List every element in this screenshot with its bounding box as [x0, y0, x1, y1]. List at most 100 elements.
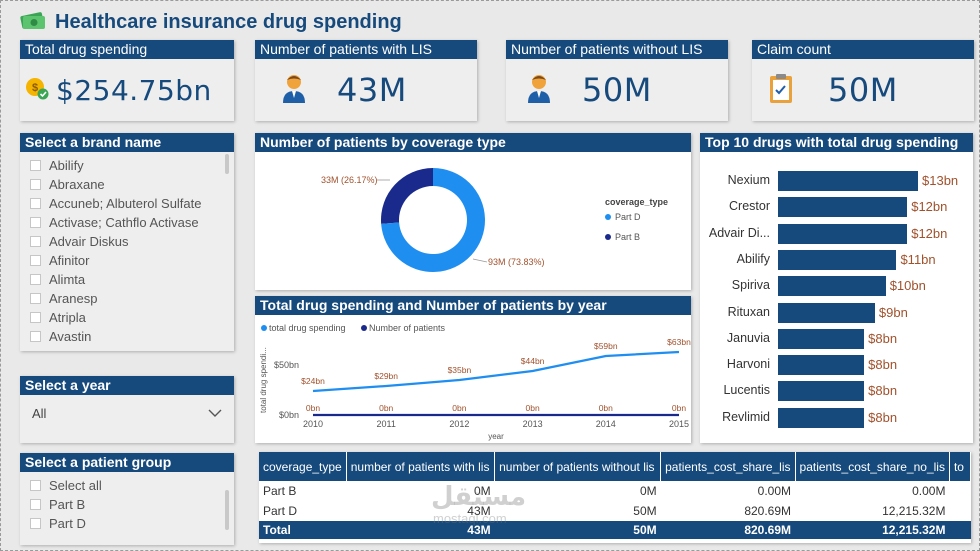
- bar-row: Crestor $12bn: [700, 197, 970, 218]
- column-header[interactable]: to: [949, 452, 971, 481]
- bar[interactable]: [778, 381, 865, 402]
- table-cell: 43M: [467, 504, 491, 518]
- slicer-title: Select a brand name: [20, 133, 234, 152]
- patient-group-option-label: Part D: [49, 516, 86, 531]
- checkbox[interactable]: [30, 312, 41, 323]
- bar[interactable]: [778, 302, 875, 323]
- data-label: 0bn: [599, 403, 613, 413]
- brand-option[interactable]: Activase; Cathflo Activase: [30, 213, 234, 232]
- donut-label-part-b: 33M (26.17%): [321, 175, 378, 185]
- patient-group-option[interactable]: Select all: [30, 476, 234, 495]
- brand-option[interactable]: Alimta: [30, 270, 234, 289]
- coverage-table: coverage_type number of patients with lis…: [259, 452, 971, 539]
- kpi-label: Claim count: [752, 40, 974, 59]
- brand-option[interactable]: Afinitor: [30, 251, 234, 270]
- bar[interactable]: [778, 249, 897, 270]
- money-icon: [19, 9, 47, 36]
- table-total-cell: 50M: [494, 521, 661, 539]
- brand-option[interactable]: Avastin: [30, 327, 234, 342]
- bar[interactable]: [778, 197, 908, 218]
- bar[interactable]: [778, 171, 918, 191]
- bar-category-label: Harvoni: [726, 357, 770, 372]
- checkbox[interactable]: [30, 179, 41, 190]
- data-label: $35bn: [448, 365, 472, 375]
- checkbox[interactable]: [30, 217, 41, 228]
- legend-item-part-d[interactable]: Part D: [605, 210, 668, 223]
- data-label: 0bn: [672, 403, 686, 413]
- column-header[interactable]: number of patients with lis: [346, 452, 496, 481]
- scrollbar[interactable]: [225, 490, 229, 530]
- year-slicer: Select a year All: [20, 376, 234, 443]
- line-chart: total drug spending Number of patients $0b…: [259, 323, 691, 441]
- y-tick-label: $50bn: [274, 360, 299, 370]
- donut-slice-part-b[interactable]: [381, 168, 433, 224]
- brand-option-label: Advair Diskus: [49, 234, 129, 249]
- patient-group-option[interactable]: Part B: [30, 495, 234, 514]
- bar-row: Advair Di... $12bn: [700, 223, 970, 244]
- table-cell: 0.00M: [912, 484, 946, 498]
- legend-dot: [361, 325, 367, 331]
- table-cell: 0.00M: [757, 484, 792, 498]
- checkbox[interactable]: [30, 480, 41, 491]
- checkbox[interactable]: [30, 255, 41, 266]
- x-tick-label: 2015: [669, 419, 689, 429]
- checkbox[interactable]: [30, 293, 41, 304]
- legend-dot: [605, 213, 611, 220]
- bar-row: Spiriva $10bn: [700, 276, 970, 297]
- bar-chart: Nexium $13bn Crestor $12bn Advair Di... $12bn…: [700, 171, 973, 431]
- kpi-value: 50M: [582, 71, 652, 109]
- legend-item-part-b[interactable]: Part B: [605, 230, 668, 243]
- leader-line: [472, 258, 488, 263]
- donut-chart: 33M (26.17%) 93M (73.83%): [321, 168, 545, 272]
- slicer-title: Select a year: [20, 376, 234, 395]
- brand-option-label: Avastin: [49, 329, 92, 342]
- brand-option-label: Aranesp: [49, 291, 98, 306]
- donut-slice-part-d[interactable]: [381, 168, 485, 272]
- brand-option[interactable]: Abilify: [30, 156, 234, 175]
- scrollbar[interactable]: [225, 154, 229, 174]
- checkbox[interactable]: [30, 274, 41, 285]
- bar[interactable]: [778, 223, 908, 244]
- column-header[interactable]: number of patients without lis: [494, 452, 662, 481]
- checkbox[interactable]: [30, 160, 41, 171]
- series-line-0[interactable]: [312, 350, 680, 393]
- checkbox[interactable]: [30, 198, 41, 209]
- donut-legend: coverage_type Part D Part B: [605, 197, 668, 243]
- patient-group-list: Select all Part B Part D: [20, 472, 234, 542]
- brand-option[interactable]: Accuneb; Albuterol Sulfate: [30, 194, 234, 213]
- column-header[interactable]: coverage_type: [259, 452, 347, 481]
- x-tick-label: 2014: [596, 419, 616, 429]
- checkbox[interactable]: [30, 499, 41, 510]
- bar[interactable]: [778, 407, 865, 428]
- bar[interactable]: [778, 355, 865, 376]
- brand-option[interactable]: Atripla: [30, 308, 234, 327]
- chart-title: Top 10 drugs with total drug spending: [700, 133, 973, 152]
- bar-value-label: $8bn: [868, 357, 898, 373]
- bar-value-label: $12bn: [911, 199, 948, 215]
- bar[interactable]: [778, 328, 865, 349]
- legend-label[interactable]: total drug spending: [269, 323, 346, 333]
- brand-option[interactable]: Abraxane: [30, 175, 234, 194]
- data-label: $24bn: [301, 376, 325, 386]
- brand-option[interactable]: Advair Diskus: [30, 232, 234, 251]
- kpi-value: $254.75bn: [56, 73, 212, 107]
- legend-label: Part B: [615, 231, 641, 242]
- bar-value-label: $10bn: [889, 278, 926, 294]
- data-label: $59bn: [594, 341, 618, 351]
- brand-option-label: Atripla: [49, 310, 86, 325]
- patient-group-option[interactable]: Part D: [30, 514, 234, 533]
- brand-option[interactable]: Aranesp: [30, 289, 234, 308]
- year-dropdown[interactable]: All: [20, 395, 234, 431]
- checkbox[interactable]: [30, 518, 41, 529]
- watermark-logo: مستقل: [431, 481, 527, 511]
- column-header[interactable]: patients_cost_share_no_lis: [795, 452, 950, 481]
- brand-slicer: Select a brand name Abilify Abraxane Accun…: [20, 133, 234, 351]
- column-header[interactable]: patients_cost_share_lis: [660, 452, 796, 481]
- checkbox[interactable]: [30, 331, 41, 342]
- bar-value-label: $8bn: [868, 330, 898, 346]
- table-total-cell: 12,215.32M: [795, 521, 950, 539]
- bar[interactable]: [778, 276, 886, 297]
- checkbox[interactable]: [30, 236, 41, 247]
- data-label: 0bn: [452, 403, 466, 413]
- legend-label[interactable]: Number of patients: [369, 323, 446, 333]
